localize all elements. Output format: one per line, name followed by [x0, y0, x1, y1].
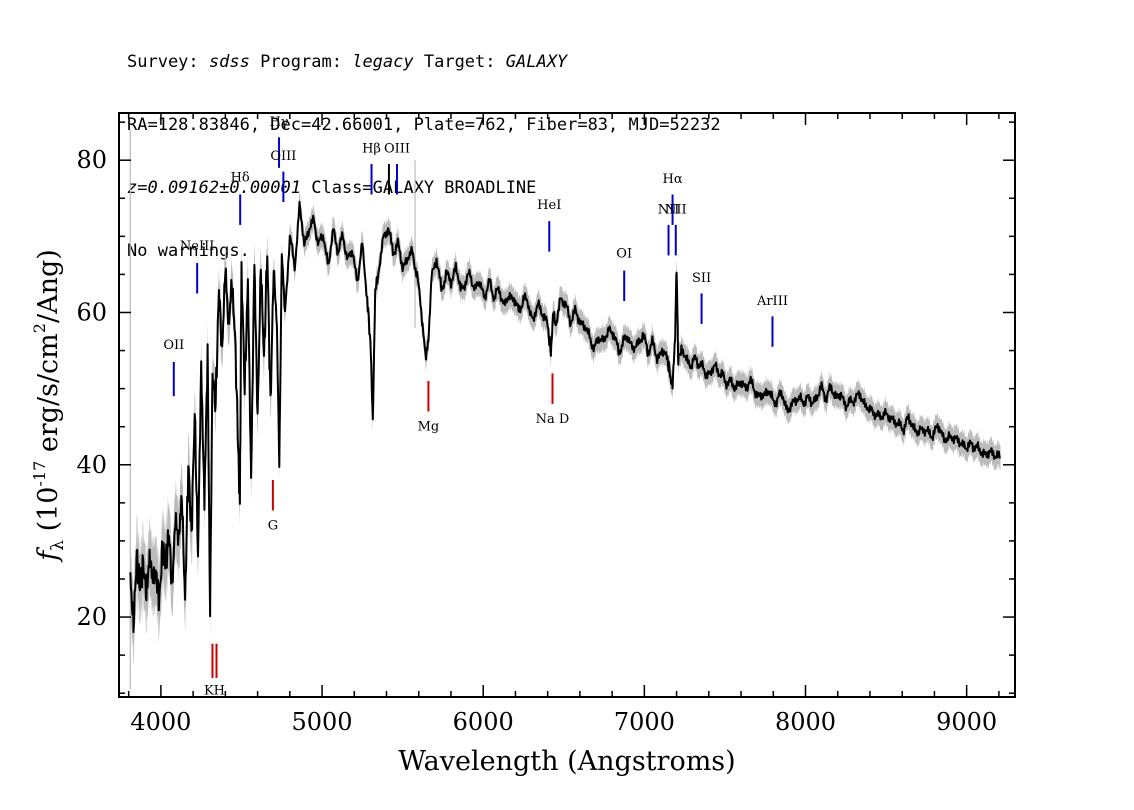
header-line-warnings: No warnings. — [127, 241, 250, 261]
x-tick-label: 7000 — [614, 708, 675, 736]
y-tick-label: 20 — [76, 603, 107, 631]
emission-label-oiii: OIII — [270, 149, 296, 164]
redshift-value: z=0.09162±0.00001 — [127, 178, 301, 198]
absorption-label-g: G — [268, 518, 278, 533]
emission-label-sii: SII — [692, 271, 711, 286]
header-line-survey: Survey: sdss Program: legacy Target: GAL… — [127, 52, 568, 72]
emission-label-ariii: ArIII — [756, 294, 788, 309]
y-tick-label: 40 — [76, 451, 107, 479]
emission-label-hei: HeI — [537, 198, 561, 213]
absorption-label-na-d: Na D — [536, 412, 570, 427]
absorption-label-mg: Mg — [418, 420, 440, 435]
emission-label-oi: OI — [616, 247, 632, 262]
emission-label-oiii: OIII — [384, 142, 410, 157]
emission-label-nii: NII — [658, 203, 680, 218]
plot-frame — [118, 112, 1016, 698]
x-tick-label: 6000 — [453, 708, 514, 736]
program-value: legacy — [352, 52, 414, 72]
x-axis-label: Wavelength (Angstroms) — [398, 746, 735, 777]
emission-label-h-: Hα — [662, 172, 682, 187]
emission-label-neiii: NeIII — [180, 239, 214, 254]
flux-series — [129, 200, 1002, 634]
class-value: Class=GALAXY BROADLINE — [301, 178, 537, 198]
y-axis-label: fλ (10-17 erg/s/cm2/Ang) — [30, 249, 68, 563]
target-value: GALAXY — [505, 52, 568, 72]
absorption-label-kh: KH — [204, 684, 225, 699]
emission-label-h-: Hγ — [269, 115, 288, 130]
emission-label-oii: OII — [163, 338, 184, 353]
y-tick-label: 60 — [76, 298, 107, 326]
x-tick-label: 4000 — [130, 708, 191, 736]
x-tick-label: 5000 — [292, 708, 353, 736]
emission-label-nii: NII — [665, 203, 687, 218]
header-line-coordinates: RA=128.83846, Dec=42.66001, Plate=762, F… — [127, 115, 721, 135]
flux-line — [129, 200, 1002, 634]
survey-value: sdss — [208, 52, 250, 72]
error-band — [129, 129, 1001, 690]
header-line-redshift: z=0.09162±0.00001 Class=GALAXY BROADLINE — [127, 178, 721, 199]
y-tick-label: 80 — [76, 146, 107, 174]
spectrum-header: Survey: sdss Program: legacy Target: GAL… — [127, 10, 721, 283]
error-band-area — [130, 189, 1001, 667]
x-tick-label: 9000 — [936, 708, 997, 736]
x-tick-label: 8000 — [775, 708, 836, 736]
emission-label-h-: Hδ — [231, 171, 250, 186]
emission-label-h-: Hβ — [362, 142, 381, 157]
axis-ticks: 4000 5000 6000 7000 8000 9000 20 40 60 80 — [76, 113, 1015, 736]
